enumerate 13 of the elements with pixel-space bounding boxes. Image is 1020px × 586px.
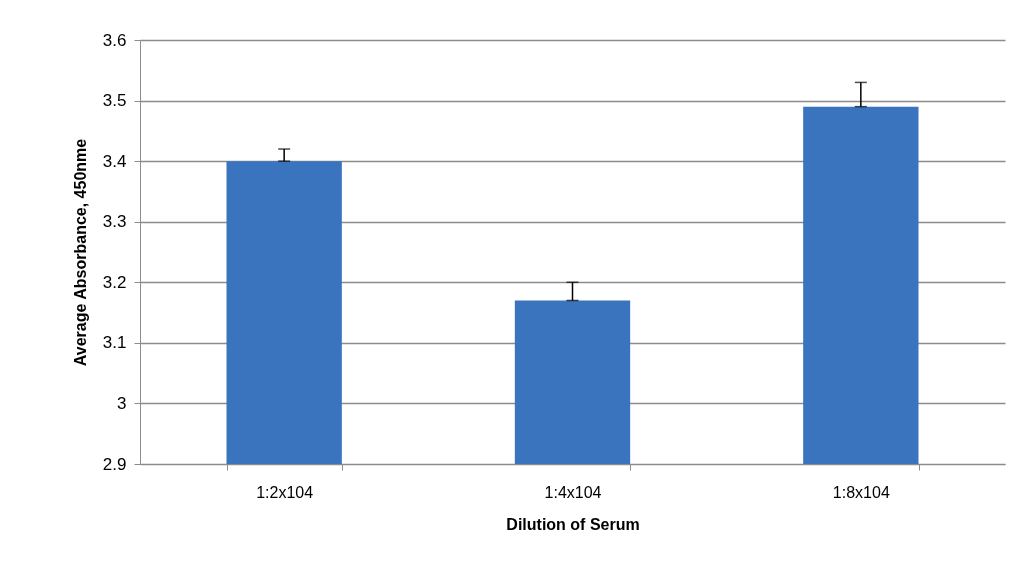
y-tick-label: 3.2 [102,272,127,292]
y-tick-label: 3.6 [102,30,127,50]
x-tick-label: 1:4x104 [544,483,602,501]
y-tick-label: 3.5 [102,91,127,111]
y-tick-label: 3.4 [102,151,127,171]
y-tick-label: 3.1 [102,333,127,353]
y-tick-label: 3.3 [102,212,127,232]
x-axis-title: Dilution of Serum [506,515,640,533]
x-tick-label: 1:2x104 [256,483,314,501]
x-tick-label: 1:8x104 [832,483,890,501]
y-tick-label: 3 [117,393,127,413]
y-tick-label: 2.9 [102,454,127,474]
y-axis-title: Average Absorbance, 450nme [71,138,89,367]
